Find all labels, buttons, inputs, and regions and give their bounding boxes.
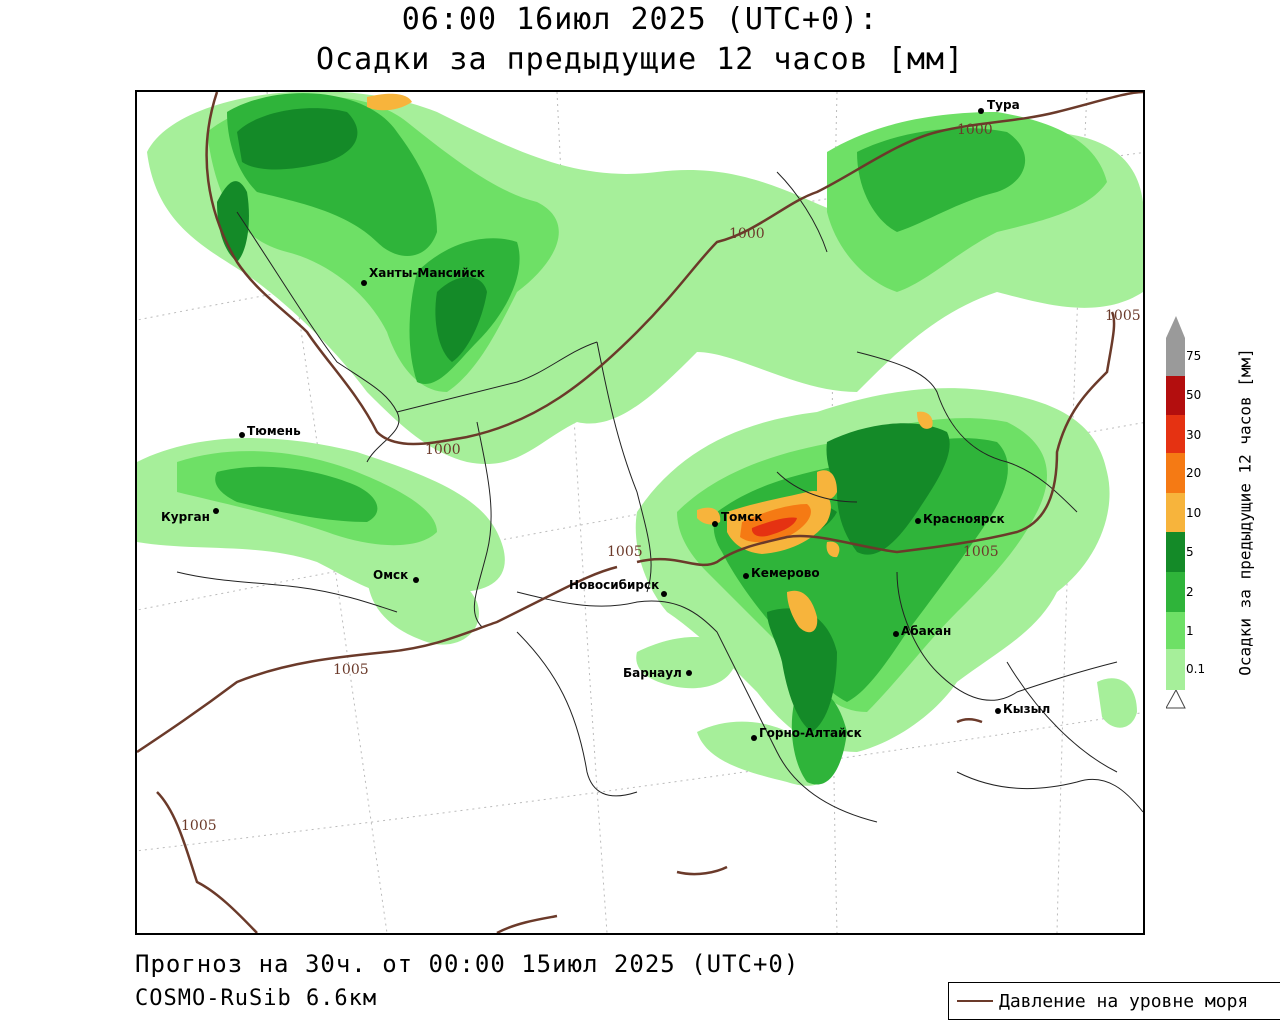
scale-bin: [1166, 338, 1185, 376]
scale-bin: [1166, 415, 1185, 453]
scale-bin: [1166, 376, 1185, 415]
city-label: Красноярск: [923, 512, 1005, 526]
region-borders: [176, 171, 1143, 823]
map-title-parameter: Осадки за предыдущие 12 часов [мм]: [315, 42, 965, 77]
city-label: Омск: [373, 568, 409, 582]
isobar-label: 1005: [181, 818, 217, 834]
city-marker: [413, 577, 419, 583]
isobar-legend-line: [957, 1000, 993, 1002]
city-label: Барнаул: [623, 666, 682, 680]
precipitation-map: 1000 1000 1000 1005 1005 1005 1005 1005 …: [135, 90, 1145, 935]
scale-bin: [1166, 493, 1185, 532]
scale-tick-label: 1: [1186, 624, 1194, 638]
city-marker: [978, 108, 984, 114]
city-label: Томск: [721, 510, 763, 524]
scale-tick-label: 50: [1186, 388, 1202, 402]
scale-max-arrow: [1166, 316, 1185, 338]
city-label: Тура: [987, 98, 1020, 112]
scale-bin: [1166, 649, 1185, 690]
city-marker: [712, 521, 718, 527]
scale-tick-label: 10: [1186, 506, 1202, 520]
scale-bin: [1166, 572, 1185, 612]
precip-30-50mm: [751, 517, 797, 537]
isobar-label: 1005: [1105, 308, 1141, 324]
scale-title: Осадки за предыдущие 12 часов [мм]: [1235, 348, 1255, 676]
isobar-legend: Давление на уровне моря: [948, 982, 1280, 1020]
scale-tick-label: 0.1: [1186, 662, 1206, 676]
city-marker: [751, 735, 757, 741]
isobar-label: 1005: [963, 544, 999, 560]
city-label: Курган: [161, 510, 210, 524]
scale-bin: [1166, 453, 1185, 493]
forecast-info: Прогноз на 30ч. от 00:00 15июл 2025 (UTC…: [135, 950, 800, 978]
isobar-label: 1000: [425, 442, 461, 458]
model-name: COSMO-RuSib 6.6км: [135, 986, 378, 1011]
scale-bin: [1166, 612, 1185, 649]
city-marker: [915, 518, 921, 524]
isobars: [137, 92, 1143, 933]
city-marker: [995, 708, 1001, 714]
scale-tick-label: 20: [1186, 466, 1202, 480]
scale-tick-label: 2: [1186, 585, 1194, 599]
city-marker: [893, 631, 899, 637]
city-marker: [661, 591, 667, 597]
precipitation-color-scale: [1166, 316, 1186, 709]
city-marker: [239, 432, 245, 438]
isobar-legend-label: Давление на уровне моря: [999, 991, 1249, 1012]
city-marker: [686, 670, 692, 676]
city-label: Кызыл: [1003, 702, 1051, 716]
scale-tick-label: 30: [1186, 428, 1202, 442]
isobar-label: 1000: [957, 122, 993, 138]
isobar-label: 1005: [333, 662, 369, 678]
isobar-label: 1005: [607, 544, 643, 560]
city-label: Кемерово: [751, 566, 820, 580]
city-label: Абакан: [901, 624, 952, 638]
scale-tick-label: 5: [1186, 545, 1194, 559]
scale-bin: [1166, 532, 1185, 572]
city-marker: [743, 573, 749, 579]
city-marker: [361, 280, 367, 286]
scale-tick-label: 75: [1186, 349, 1202, 363]
isobar-label: 1000: [729, 226, 765, 242]
city-label: Ханты-Мансийск: [369, 266, 485, 280]
city-label: Горно-Алтайск: [759, 726, 862, 740]
map-canvas: [137, 92, 1143, 933]
city-label: Новосибирск: [569, 578, 660, 592]
city-label: Тюмень: [247, 424, 301, 438]
map-title-time: 06:00 16июл 2025 (UTC+0):: [401, 2, 879, 37]
scale-min-arrow: [1166, 688, 1186, 709]
city-marker: [213, 508, 219, 514]
